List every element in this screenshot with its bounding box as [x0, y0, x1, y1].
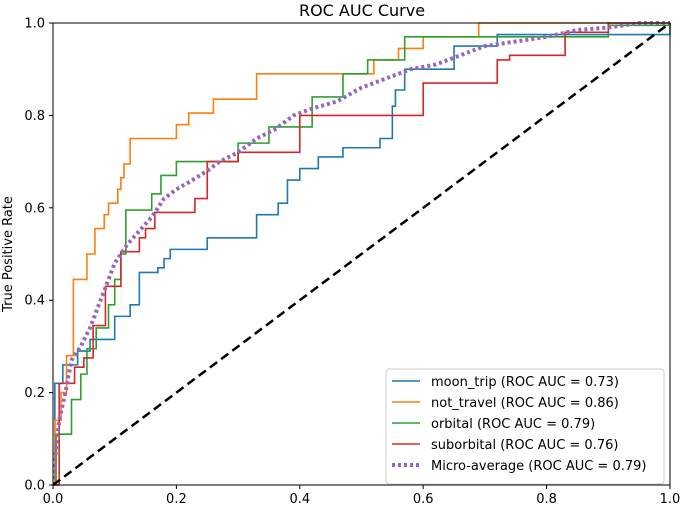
y-tick-label: 0.0	[24, 479, 45, 494]
legend-label: Micro-average (ROC AUC = 0.79)	[431, 459, 646, 474]
legend-label: suborbital (ROC AUC = 0.76)	[431, 438, 618, 453]
legend-box	[385, 368, 665, 485]
series-line-micro-average	[53, 21, 670, 486]
chart-title: ROC AUC Curve	[299, 1, 425, 20]
x-tick-label: 0.2	[166, 492, 187, 506]
legend-label: moon_trip (ROC AUC = 0.73)	[431, 375, 619, 390]
x-tick-label: 0.6	[413, 492, 434, 506]
x-tick-label: 1.0	[660, 492, 681, 506]
series-line-moon-trip	[53, 23, 671, 486]
plot-area	[53, 21, 671, 487]
series-line-suborbital	[53, 22, 670, 486]
legend-label: not_travel (ROC AUC = 0.86)	[431, 396, 619, 411]
series-line-chance	[53, 21, 671, 487]
axis-ticks: 0.0 0.2 0.4 0.6 0.8 1.0 0.0 0.2 0.4 0.6 0.8 1.0	[24, 17, 680, 506]
series-line-orbital	[53, 23, 671, 486]
y-axis-label: True Positive Rate	[1, 196, 16, 313]
axes-frame	[52, 22, 671, 486]
legend-label: orbital (ROC AUC = 0.79)	[431, 417, 595, 432]
legend: moon_trip (ROC AUC = 0.73) not_travel (RO…	[385, 368, 665, 485]
y-tick-label: 0.6	[24, 201, 45, 216]
x-tick-label: 0.4	[289, 492, 310, 506]
x-tick-label: 0.0	[43, 492, 64, 506]
x-tick-label: 0.8	[536, 492, 557, 506]
y-tick-label: 0.8	[24, 109, 45, 124]
y-tick-label: 1.0	[24, 17, 45, 32]
y-tick-label: 0.4	[24, 294, 45, 309]
y-tick-label: 0.2	[24, 386, 45, 401]
